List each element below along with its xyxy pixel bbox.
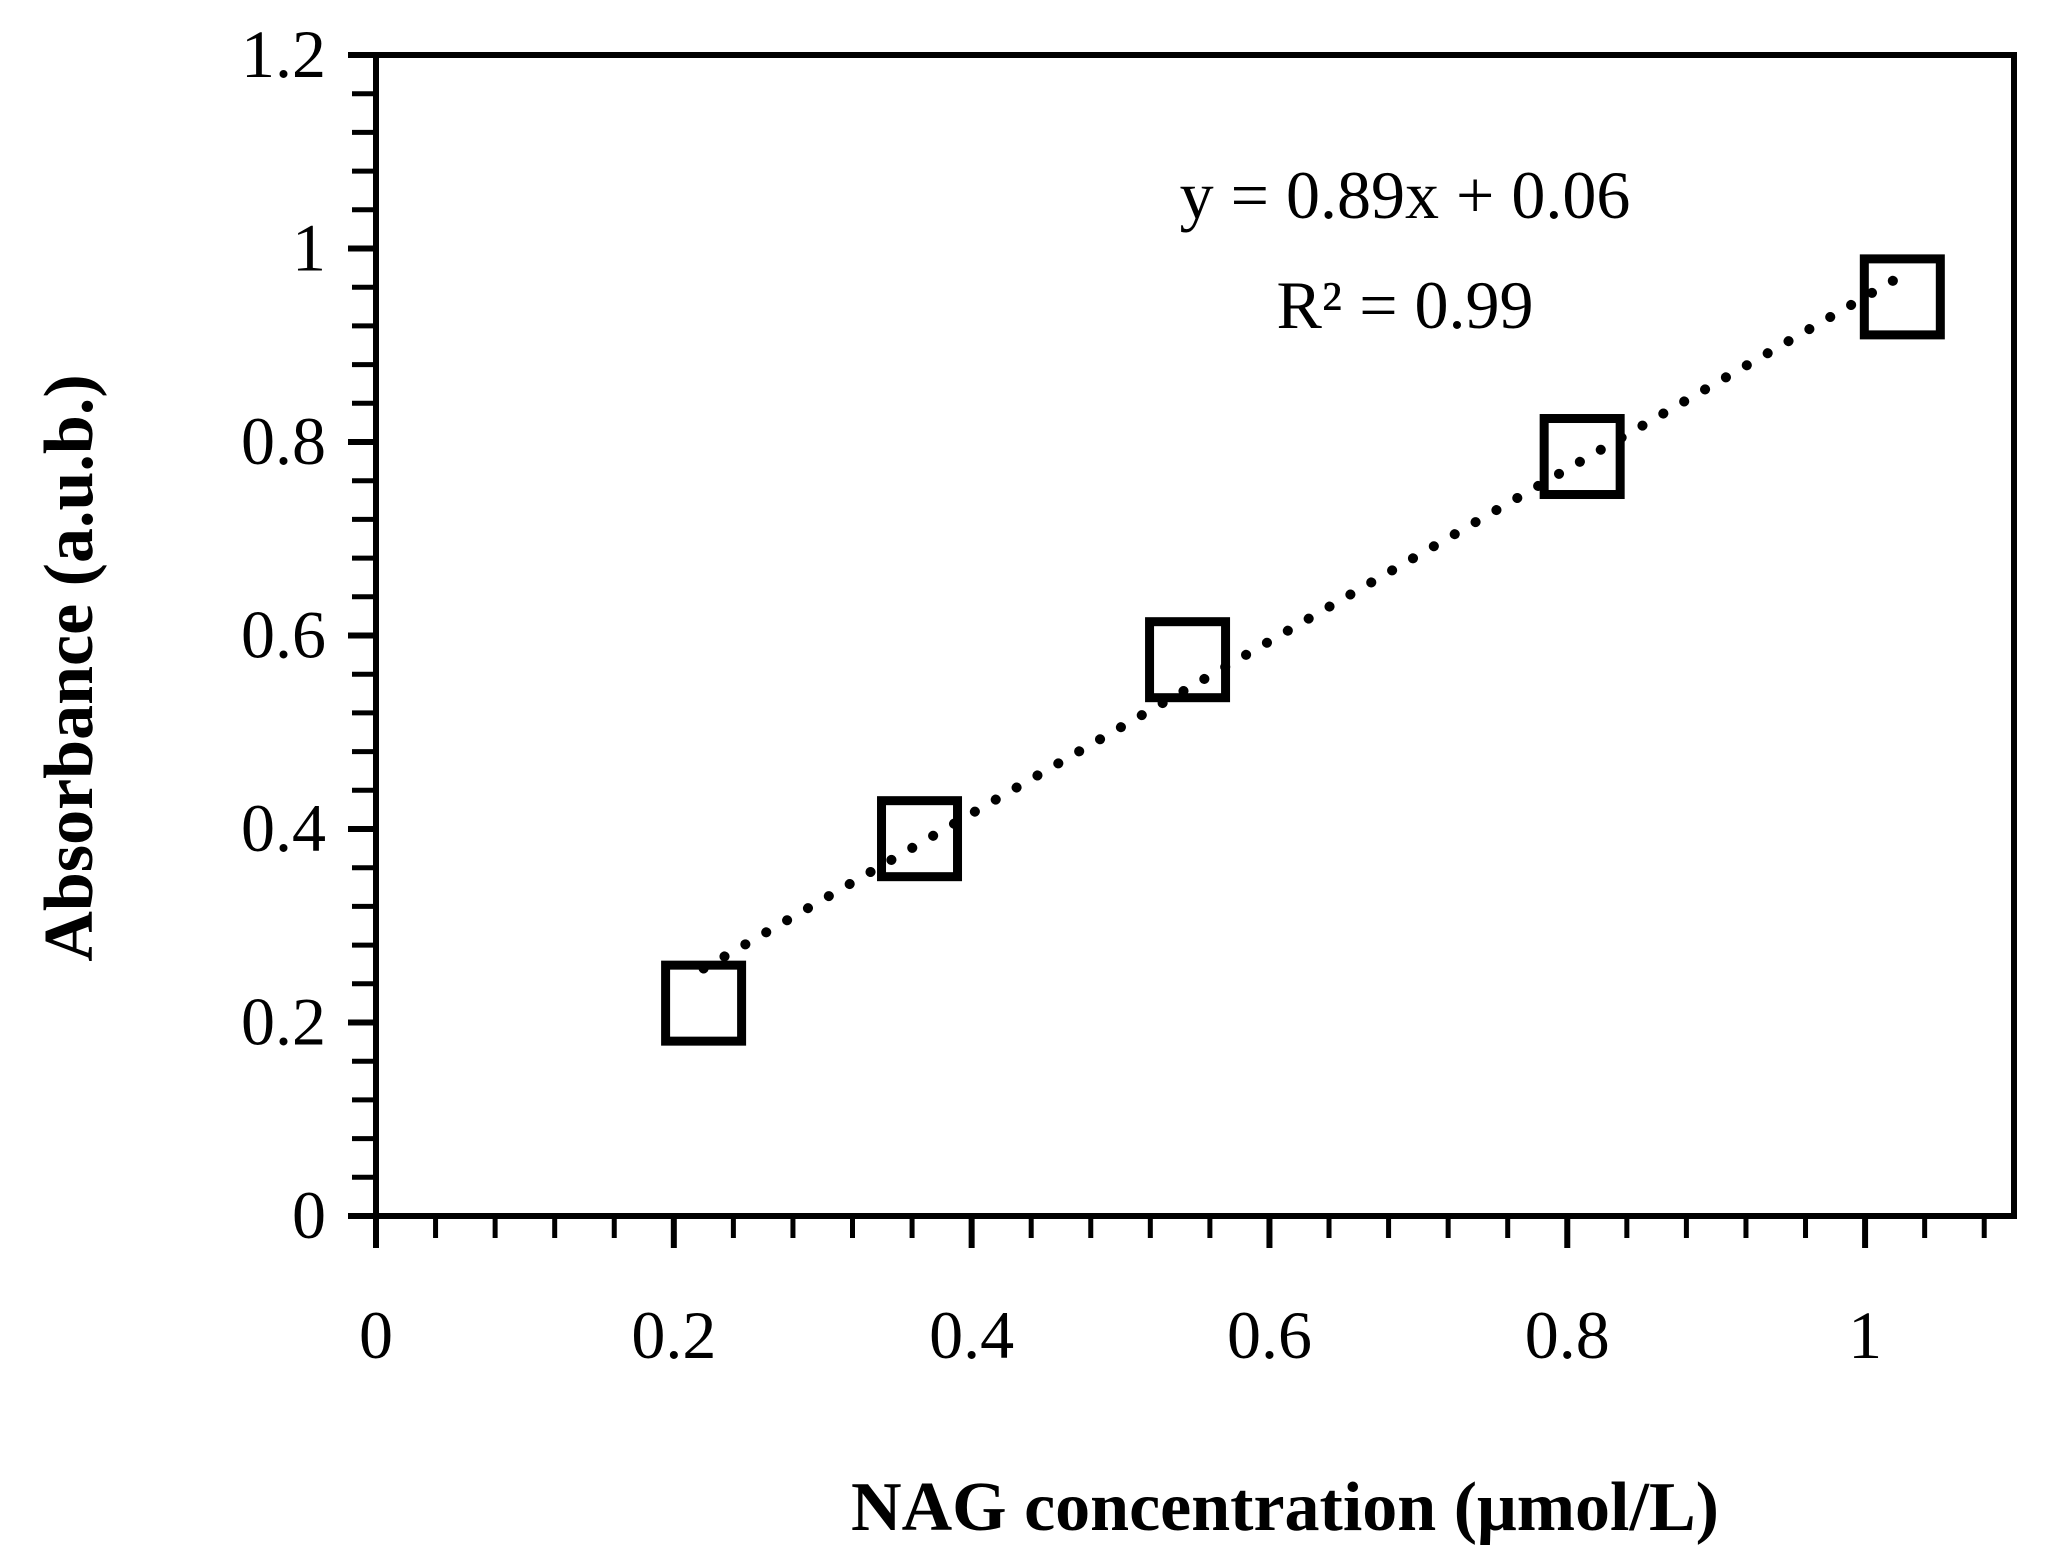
x-tick-label: 0.8 [1525,1297,1610,1373]
data-point [661,960,747,1046]
data-point [1539,414,1625,500]
data-point [1859,254,1945,340]
y-tick-label: 0.8 [241,403,326,479]
data-markers [661,254,1945,1046]
y-tick-label: 0.2 [241,984,326,1060]
trendline [698,266,1915,974]
y-tick-label: 1 [292,210,326,286]
x-tick-label: 0.2 [631,1297,716,1373]
minor-ticks [352,91,1987,1238]
x-tick-label: 0.6 [1227,1297,1312,1373]
major-ticks [348,52,1869,1248]
y-tick-label: 1.2 [241,16,326,92]
y-tick-labels: 0 0.2 0.4 0.6 0.8 1 1.2 [241,16,326,1253]
y-tick-label: 0 [292,1177,326,1253]
x-tick-label: 1 [1848,1297,1882,1373]
plot-frame [373,52,2017,1219]
y-tick-label: 0.6 [241,597,326,673]
data-point [1145,617,1231,703]
y-tick-label: 0.4 [241,790,326,866]
data-point [877,796,963,882]
r-squared-label: R² = 0.99 [1276,267,1533,343]
x-axis-title: NAG concentration (μmol/L) [851,1469,1719,1546]
x-tick-label: 0.4 [929,1297,1014,1373]
x-tick-labels: 0 0.2 0.4 0.6 0.8 1 [359,1297,1882,1373]
y-axis-title: Absorbance (a.u.b.) [31,374,108,961]
trendline-line [698,266,1915,974]
trendline-equation: y = 0.89x + 0.06 [1180,157,1631,233]
x-tick-label: 0 [359,1297,393,1373]
